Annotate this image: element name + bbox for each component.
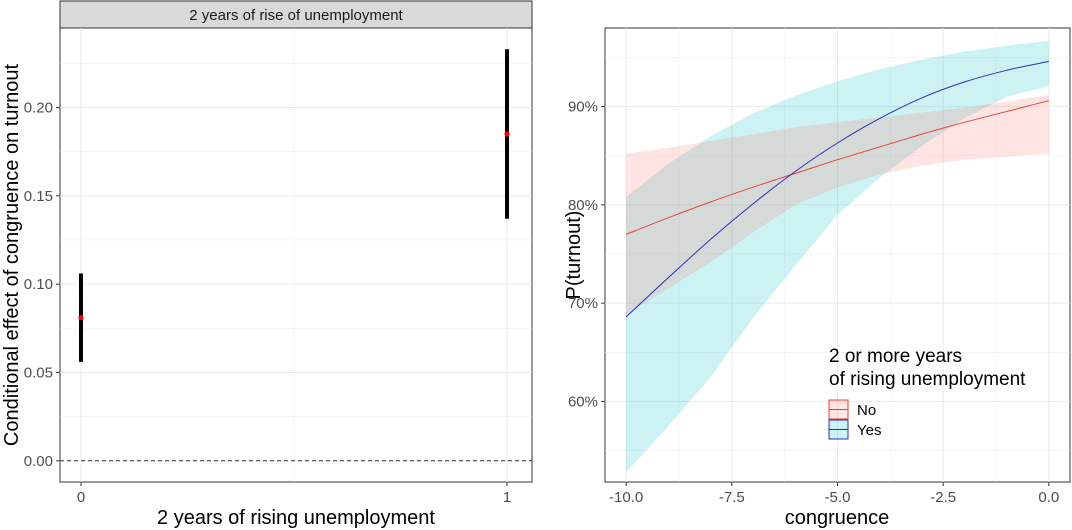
right-y-ticks: 60% 70% 80% 90% [568, 99, 605, 410]
left-plot-background [59, 27, 533, 483]
left-y-tick-label: 0.15 [24, 188, 53, 205]
left-panel: 2 years of rise of unemployment 0.00 0.05… [1, 0, 533, 529]
legend-title-line: of rising unemployment [829, 369, 1026, 390]
right-x-tick-label: 0.0 [1038, 489, 1059, 506]
line-yes [625, 60, 1050, 318]
left-x-tick-label: 0 [77, 489, 85, 506]
right-x-ticks: -10.0 -7.5 -5.0 -2.5 0.0 [609, 482, 1059, 506]
right-x-tick-label: -10.0 [609, 489, 643, 506]
right-ribbons [626, 40, 1049, 473]
legend: 2 or more years of rising unemployment No Y… [828, 346, 1026, 440]
legend-label-no: No [857, 402, 876, 419]
left-strip-background [59, 0, 533, 29]
line-no [625, 100, 1050, 235]
legend-label-yes: Yes [857, 422, 881, 439]
left-x-axis-title: 2 years of rising unemployment [157, 507, 435, 529]
left-x-tick-label: 1 [503, 489, 511, 506]
right-x-tick-label: -2.5 [930, 489, 956, 506]
right-x-tick-label: -7.5 [719, 489, 745, 506]
left-y-ticks: 0.00 0.05 0.10 0.15 0.20 [24, 99, 60, 470]
left-y-axis-title: Conditional effect of congruence on turn… [1, 64, 23, 447]
estimate-point-1 [504, 131, 510, 137]
right-x-axis-title: congruence [785, 507, 890, 529]
left-y-tick-label: 0.05 [24, 364, 53, 381]
legend-title-line: 2 or more years [829, 346, 962, 367]
right-y-axis-title: P(turnout) [563, 211, 585, 300]
right-y-tick-label: 70% [568, 295, 598, 312]
right-grid [605, 28, 1070, 482]
ribbon-no [626, 94, 1049, 315]
right-y-tick-label: 60% [568, 393, 598, 410]
right-y-tick-label: 90% [568, 99, 598, 116]
left-errorbars [78, 49, 510, 362]
left-y-tick-label: 0.00 [24, 453, 53, 470]
left-panel-title: 2 years of rise of unemployment [189, 7, 403, 24]
left-y-tick-label: 0.10 [24, 276, 53, 293]
right-x-tick-label: -5.0 [825, 489, 851, 506]
right-lines [625, 60, 1050, 318]
right-y-tick-label: 80% [568, 197, 598, 214]
estimate-point-0 [78, 315, 84, 321]
left-y-tick-label: 0.20 [24, 99, 53, 116]
legend-title: 2 or more years of rising unemployment [829, 346, 1026, 390]
ribbon-yes [626, 40, 1049, 473]
right-panel: 60% 70% 80% 90% -10.0 -7.5 -5.0 -2.5 0.0 congru… [563, 27, 1071, 529]
